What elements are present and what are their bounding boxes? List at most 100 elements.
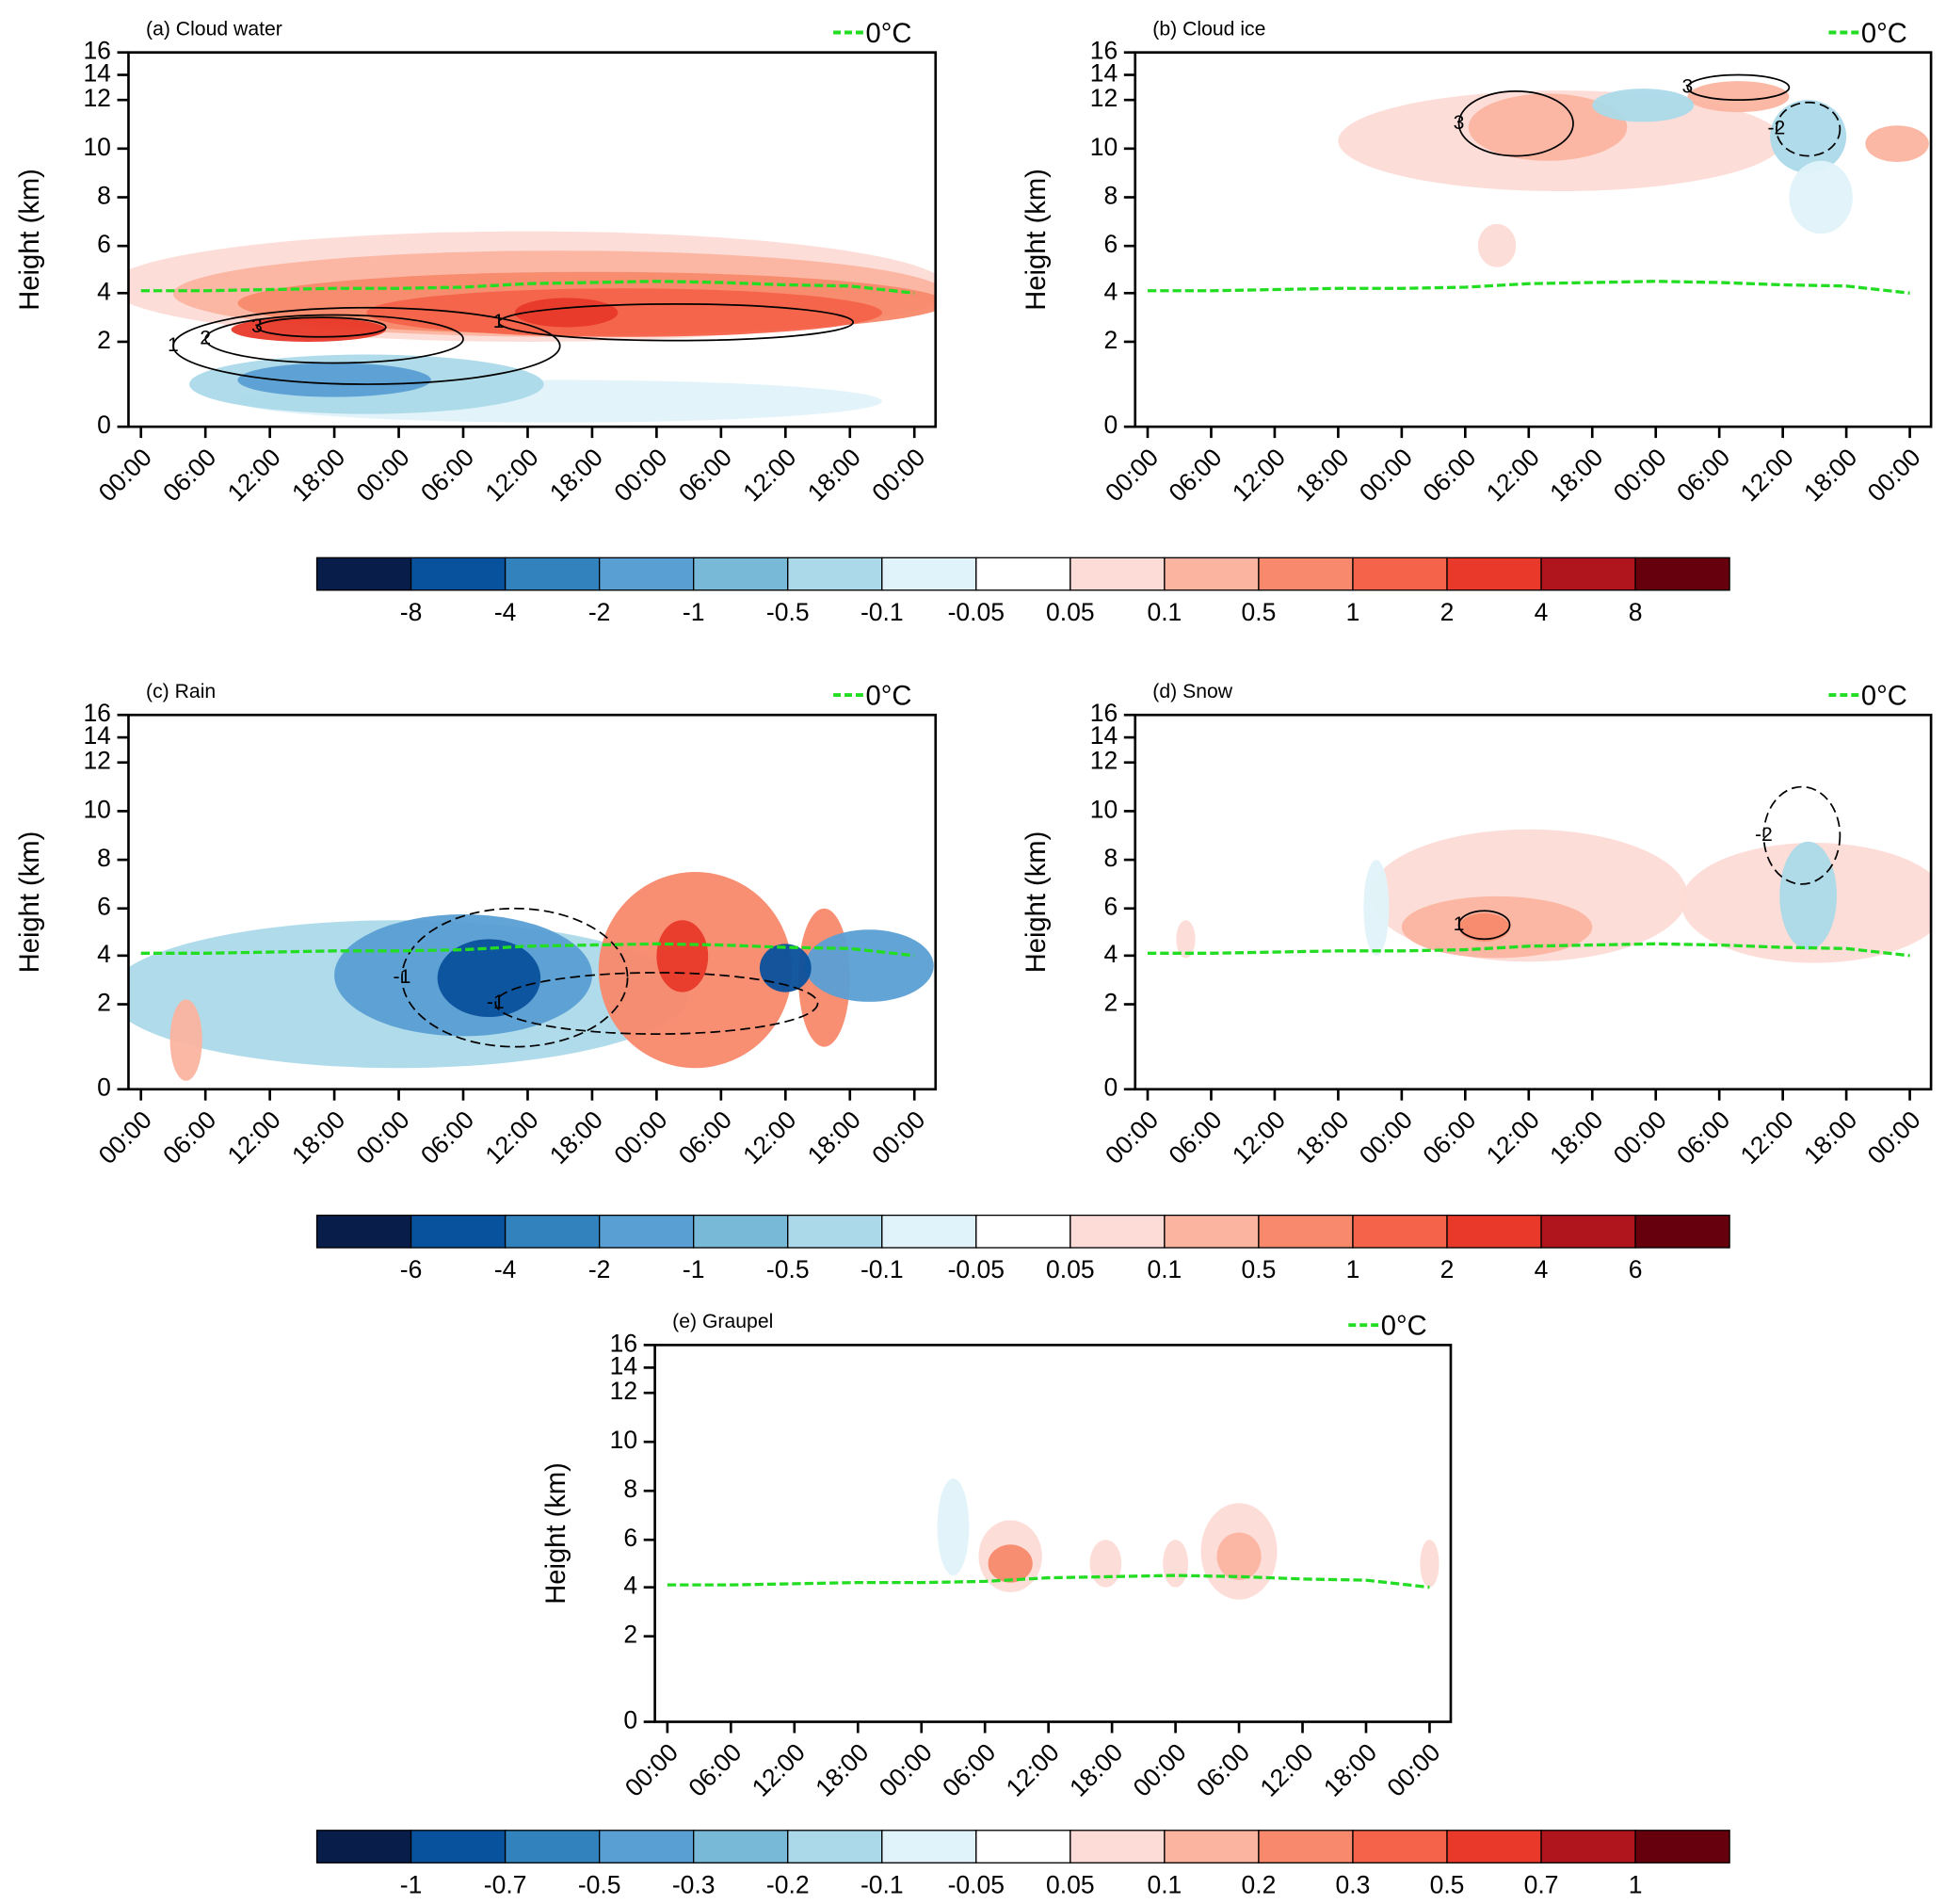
- legend-label: 0°C: [866, 681, 912, 711]
- plot-area: [667, 1478, 1439, 1600]
- legend-label: 0°C: [1861, 19, 1907, 49]
- colorbar-box: [410, 557, 507, 591]
- colorbar-box: [504, 1830, 601, 1864]
- x-tick-label: 00:00: [1381, 1738, 1445, 1802]
- x-tick-label: 00:00: [866, 1105, 930, 1170]
- colorbar-box: [1258, 1214, 1354, 1249]
- contour-line: [1776, 101, 1841, 157]
- x-tick-label: 18:00: [1798, 443, 1862, 507]
- x-tick-label: 12:00: [480, 443, 544, 507]
- x-tick-label: 12:00: [1001, 1738, 1065, 1802]
- contour-label: -2: [1767, 118, 1785, 139]
- contour-line: [1762, 785, 1841, 885]
- x-tick-label: 18:00: [286, 443, 350, 507]
- x-tick-label: 12:00: [222, 443, 286, 507]
- filled-region: [1865, 125, 1929, 163]
- y-tick-label: 14: [1090, 59, 1118, 88]
- y-tick-label: 2: [97, 326, 111, 354]
- contour-line: [1457, 910, 1511, 941]
- colorbar-box: [881, 1214, 977, 1249]
- colorbar-label: 6: [1629, 1255, 1643, 1283]
- colorbar-box: [693, 557, 789, 591]
- colorbar-label: 0.1: [1147, 1255, 1182, 1283]
- colorbar-box: [975, 1214, 1071, 1249]
- y-tick-label: 0: [1103, 411, 1118, 439]
- x-tick-label: 18:00: [1290, 1105, 1354, 1170]
- y-tick-label: 6: [1103, 230, 1118, 258]
- y-tick-label: 16: [610, 1329, 637, 1357]
- colorbar-box: [599, 1830, 695, 1864]
- filled-region: [656, 920, 709, 992]
- colorbar-label: -0.05: [948, 598, 1005, 626]
- colorbar-box: [975, 557, 1071, 591]
- y-tick-label: 4: [97, 940, 111, 968]
- y-tick-label: 10: [610, 1426, 637, 1454]
- panel-title: (c) Rain: [146, 681, 216, 702]
- y-tick-label: 16: [83, 37, 110, 65]
- y-axis-label: Height (km): [1021, 831, 1052, 974]
- y-tick-label: 16: [1090, 699, 1118, 727]
- x-tick-label: 18:00: [1290, 443, 1354, 507]
- filled-region: [1789, 160, 1853, 234]
- y-tick-label: 12: [1090, 84, 1118, 112]
- colorbar-box: [787, 557, 883, 591]
- colorbar-box: [1540, 1830, 1636, 1864]
- colorbar-label: 0.3: [1336, 1870, 1371, 1898]
- colorbar-box: [787, 1214, 883, 1249]
- colorbar-label: -2: [588, 598, 611, 626]
- contour-label: -1: [487, 992, 505, 1013]
- y-axis-label: Height (km): [15, 169, 45, 311]
- colorbar-box: [504, 1214, 601, 1249]
- plot-area: 1 23 1: [128, 231, 936, 423]
- y-tick-label: 8: [1103, 182, 1118, 210]
- colorbar-box: [1634, 557, 1730, 591]
- x-tick-label: 00:00: [1862, 443, 1926, 507]
- x-tick-label: 18:00: [1064, 1738, 1128, 1802]
- y-tick-label: 4: [1103, 277, 1118, 305]
- colorbar-label: -6: [400, 1255, 423, 1283]
- y-tick-label: 10: [1090, 795, 1118, 823]
- y-axis-label: Height (km): [15, 831, 45, 974]
- contour-line: [256, 316, 387, 338]
- colorbar-box: [315, 1214, 412, 1249]
- y-axis-label: Height (km): [541, 1462, 571, 1605]
- colorbar-box: [599, 1214, 695, 1249]
- x-tick-label: 00:00: [1608, 443, 1672, 507]
- colorbar-label: 0.7: [1524, 1870, 1559, 1898]
- x-tick-label: 00:00: [608, 1105, 672, 1170]
- filled-region: [437, 939, 541, 1018]
- y-tick-label: 2: [623, 1621, 637, 1649]
- y-axis-label: Height (km): [1021, 169, 1052, 311]
- colorbar-label: -1: [683, 1255, 705, 1283]
- x-tick-label: 12:00: [747, 1738, 811, 1802]
- x-tick-label: 00:00: [351, 1105, 415, 1170]
- contour-label: -2: [1755, 824, 1773, 846]
- colorbar-label: -4: [494, 1255, 517, 1283]
- colorbar-label: 0.05: [1046, 1870, 1095, 1898]
- panel-title: (d) Snow: [1152, 681, 1232, 702]
- colorbar-label: -1: [400, 1870, 423, 1898]
- colorbar-box: [1634, 1830, 1730, 1864]
- y-tick-label: 16: [83, 699, 110, 727]
- y-tick-label: 10: [83, 795, 110, 823]
- freezing-level-line: [140, 942, 915, 958]
- colorbar-box: [1258, 1830, 1354, 1864]
- x-tick-label: 12:00: [1481, 1105, 1545, 1170]
- colorbar-box: [1258, 557, 1354, 591]
- colorbar-label: -0.5: [578, 1870, 621, 1898]
- x-tick-label: 18:00: [802, 1105, 866, 1170]
- colorbar-box: [315, 1830, 412, 1864]
- colorbar-box: [315, 557, 412, 591]
- contour-line: [204, 314, 464, 364]
- y-tick-label: 14: [83, 59, 110, 88]
- y-tick-label: 12: [83, 84, 110, 112]
- x-tick-label: 18:00: [286, 1105, 350, 1170]
- x-tick-label: 18:00: [1544, 1105, 1608, 1170]
- x-tick-label: 12:00: [222, 1105, 286, 1170]
- contour-label: 2: [200, 328, 211, 349]
- filled-region: [1216, 1532, 1262, 1581]
- y-tick-label: 6: [1103, 893, 1118, 921]
- x-tick-label: 00:00: [1100, 1105, 1164, 1170]
- colorbar-box: [410, 1214, 507, 1249]
